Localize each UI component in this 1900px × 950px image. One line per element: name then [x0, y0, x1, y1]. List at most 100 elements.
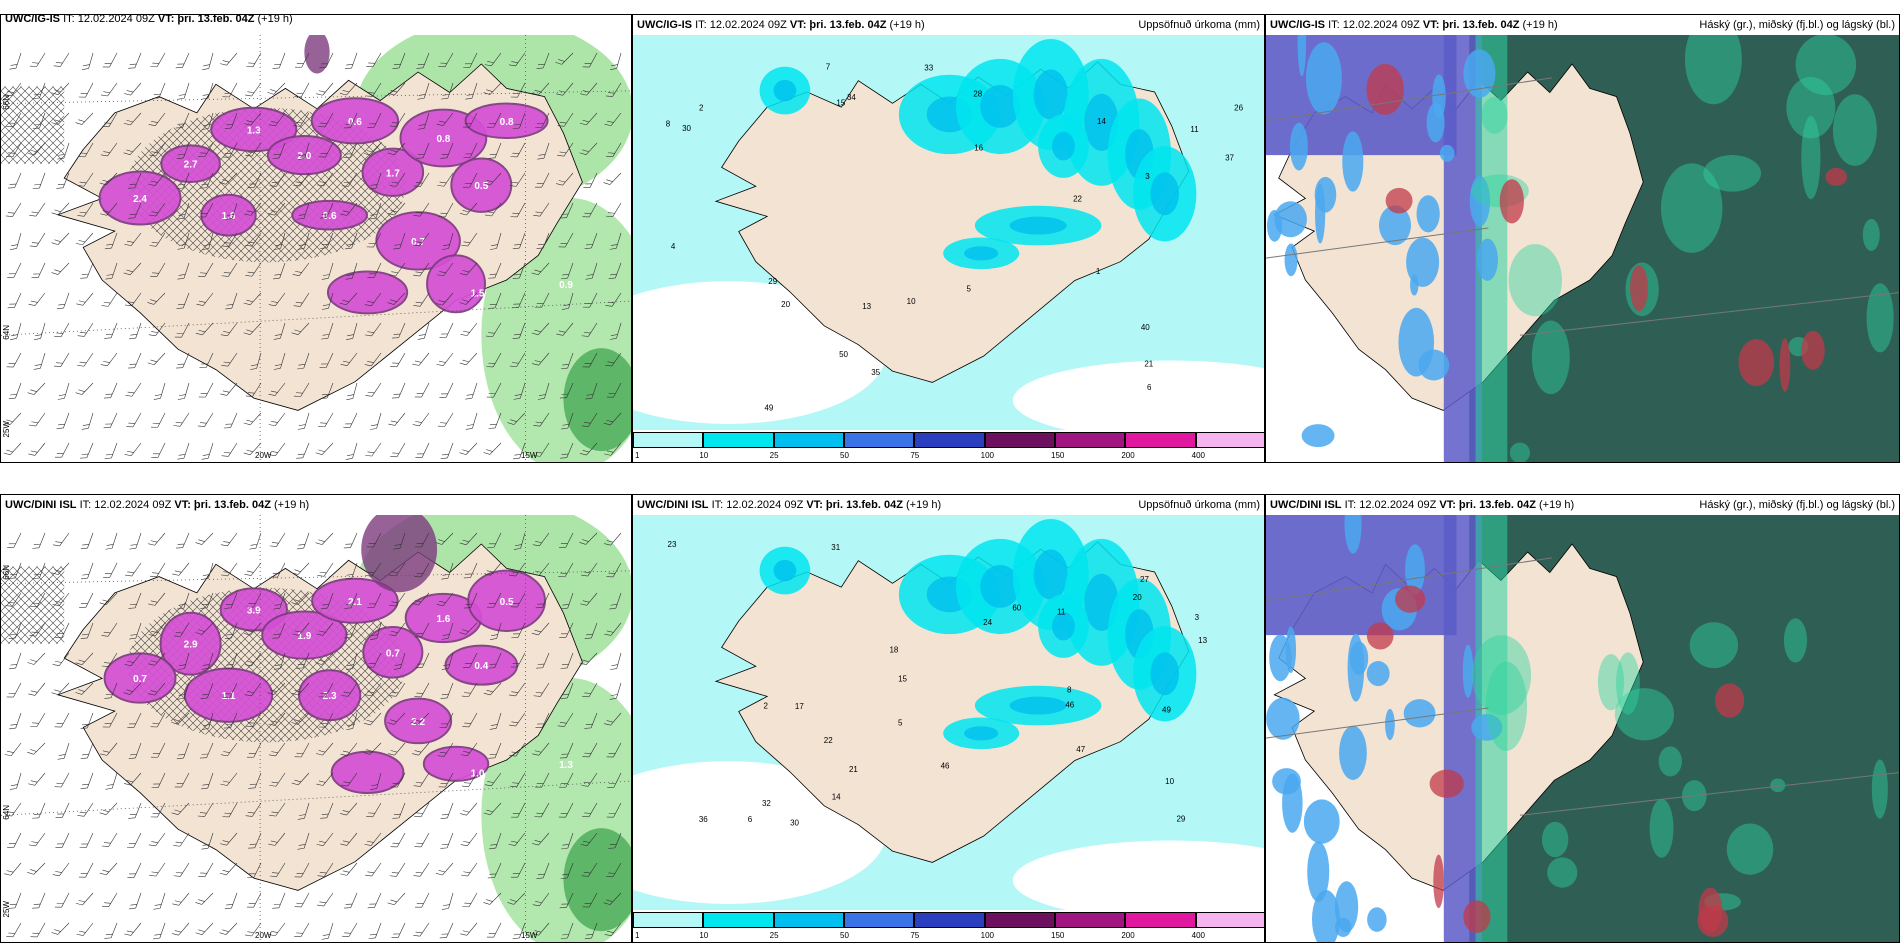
wind-barb-flag — [367, 871, 375, 874]
cloud-streak-green — [1801, 115, 1821, 200]
wind-barb-staff — [16, 772, 22, 789]
wind-barb-flag — [413, 305, 421, 307]
wind-barb-flag — [148, 543, 155, 546]
wind-barb-flag — [198, 329, 206, 333]
wind-barb-staff — [496, 712, 502, 729]
wind-barb-flag — [342, 870, 350, 873]
wind-barb-staff — [490, 682, 502, 696]
boundary-line — [1519, 292, 1899, 336]
wind-barb-staff — [299, 112, 310, 127]
wind-barb-flag — [224, 812, 232, 814]
wind-barb-staff — [563, 112, 574, 127]
wind-barb-flag — [441, 153, 449, 156]
wind-barb-flag — [56, 453, 64, 454]
wind-barb-flag — [366, 816, 373, 818]
wind-barb-flag — [512, 212, 520, 214]
wind-barb-staff — [38, 802, 46, 818]
wind-barb — [559, 622, 574, 638]
precip-zone-heavy — [980, 85, 1021, 128]
wind-barb-staff — [39, 82, 46, 99]
wind-barb-staff — [565, 232, 574, 248]
wind-barb-staff — [83, 352, 94, 367]
wind-barb-staff — [346, 202, 358, 216]
wind-barb-flag — [603, 422, 611, 426]
wind-barb-staff — [15, 622, 22, 639]
wind-barb-flag — [389, 875, 397, 877]
wind-barb-flag — [102, 905, 109, 907]
wind-barb-staff — [303, 832, 310, 849]
wind-barb-staff — [351, 562, 358, 579]
wind-barb — [413, 172, 430, 187]
wind-barb-flag — [318, 696, 326, 698]
wind-barb-staff — [395, 682, 406, 697]
wind-barb-flag — [487, 547, 494, 548]
wind-barb — [558, 802, 574, 818]
wind-barb-staff — [35, 412, 46, 427]
wind-barb-staff — [444, 202, 454, 218]
wind-barb-flag — [154, 934, 162, 936]
wind-barb-staff — [567, 682, 574, 699]
wind-barb — [268, 712, 286, 726]
wind-barb-flag — [489, 847, 496, 850]
wind-barb — [364, 292, 382, 307]
wind-barb-flag — [147, 302, 154, 305]
wind-barb-flag — [54, 726, 62, 728]
wind-barb — [51, 112, 70, 125]
wind-barb-flag — [582, 450, 590, 453]
wind-barb-staff — [515, 172, 526, 187]
wind-barb-staff — [154, 682, 166, 696]
wind-barb-flag — [340, 753, 348, 756]
wind-barb-flag — [536, 123, 544, 125]
wind-barb-flag — [391, 271, 399, 274]
wind-barb-flag — [268, 304, 276, 307]
wind-barb-flag — [224, 607, 232, 609]
wind-barb-flag — [8, 932, 16, 934]
panel-bottom-wind: UWC/DINI ISL IT: 12.02.2024 09Z VT: þri.… — [0, 494, 632, 943]
wind-barb-flag — [201, 363, 208, 365]
wind-barb-flag — [57, 813, 64, 815]
precip-value: 40 — [1141, 323, 1150, 332]
wind-barb — [559, 382, 574, 399]
wind-barb-staff — [352, 652, 358, 669]
wind-barb-flag — [54, 209, 61, 213]
wind-barb — [177, 232, 190, 250]
wind-barb — [201, 112, 214, 130]
wind-barb-flag — [534, 629, 542, 633]
wind-barb-staff — [304, 142, 310, 159]
wind-barb-flag — [459, 362, 467, 366]
wind-barb — [148, 322, 166, 337]
wind-barb-flag — [464, 183, 472, 184]
wind-barb-flag — [321, 337, 328, 340]
wind-barb-flag — [274, 364, 282, 366]
wind-barb-flag — [297, 818, 305, 820]
init-time: IT: 12.02.2024 09Z — [79, 499, 172, 511]
wind-barb-flag — [512, 937, 520, 939]
wind-barb-flag — [559, 637, 566, 638]
wind-barb-staff — [567, 262, 574, 279]
wind-barb-flag — [317, 575, 325, 577]
wind-barb-flag — [224, 127, 232, 130]
wind-barb-flag — [297, 367, 304, 370]
wind-barb-staff — [370, 142, 382, 156]
precip-value: 29 — [768, 277, 777, 286]
wind-barb-flag — [509, 185, 517, 187]
wind-barb-flag — [417, 453, 424, 455]
low-cloud-streak — [1405, 544, 1425, 595]
wind-barb-flag — [10, 393, 17, 396]
wind-barb-staff — [565, 532, 574, 548]
wind-barb-staff — [61, 892, 70, 908]
wind-barb-flag — [345, 543, 353, 545]
wind-barb-flag — [75, 392, 83, 395]
wind-barb — [79, 832, 94, 849]
wind-barb — [510, 802, 526, 818]
wind-barb-flag — [102, 126, 109, 128]
low-cloud-streak — [1307, 841, 1330, 902]
wind-barb — [197, 802, 214, 817]
wind-barb-flag — [246, 329, 253, 333]
wind-barb-flag — [581, 875, 589, 877]
graticule-line — [1, 780, 631, 816]
wind-barb-staff — [40, 322, 46, 339]
wind-barb-flag — [222, 390, 230, 393]
legend-color-box — [984, 912, 1055, 928]
wind-barb-flag — [459, 452, 467, 455]
